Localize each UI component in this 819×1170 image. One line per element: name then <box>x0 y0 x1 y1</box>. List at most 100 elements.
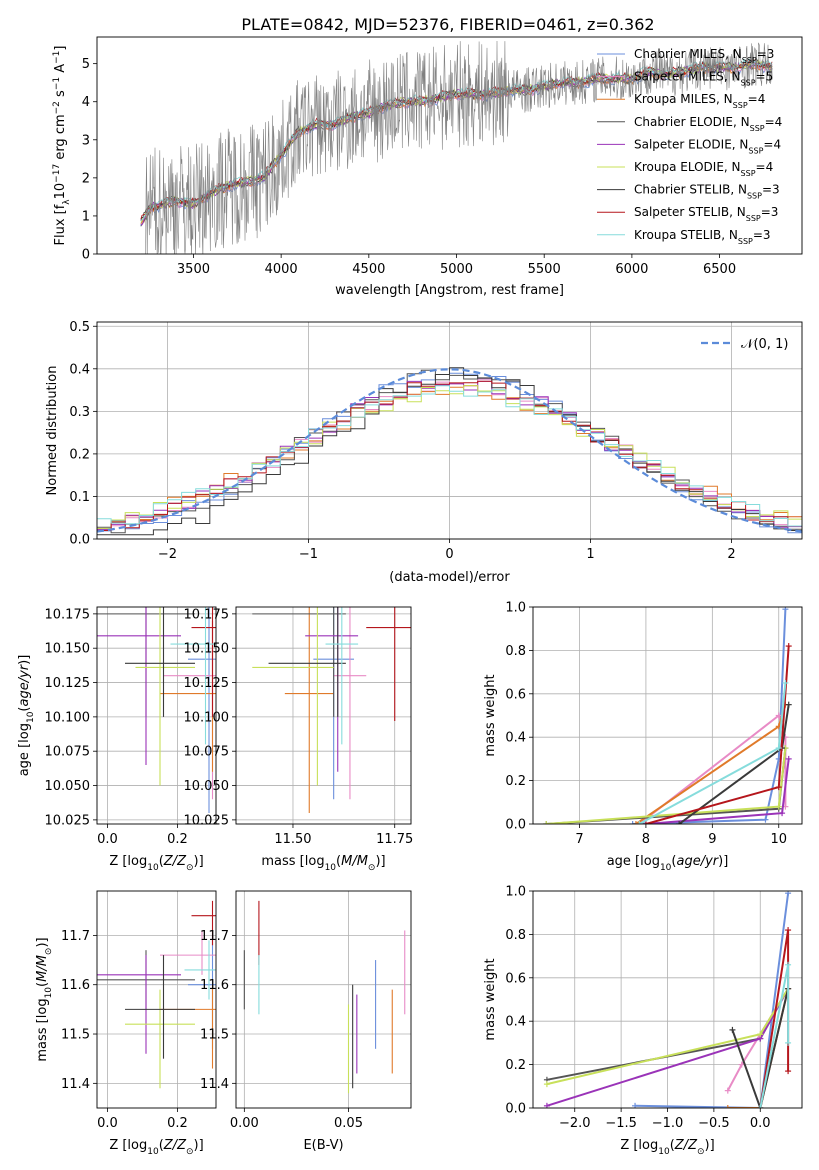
label-segment: 10 <box>147 863 159 873</box>
label-segment: 10 <box>53 183 68 200</box>
x-tick-label: −1.5 <box>605 1116 637 1131</box>
residual-histogram <box>97 367 802 536</box>
label-segment: −1 <box>52 77 62 90</box>
residual-histogram <box>97 380 802 531</box>
label-segment: Z/Z <box>163 854 187 869</box>
label-segment: Z/Z <box>674 1138 698 1153</box>
y-tick-label: 10.025 <box>45 813 91 828</box>
x-tick-label: 4500 <box>352 262 385 277</box>
residuals-y-axis-label: Normed distribution <box>45 366 60 496</box>
age-z-errorbars <box>97 607 216 814</box>
age_vs_Z-frame <box>96 606 217 825</box>
legend-entry-tail: =4 <box>763 137 781 151</box>
x-tick-label: 0.2 <box>167 832 188 847</box>
y-tick-label: 10.150 <box>45 642 91 657</box>
legend-entry-tail: =3 <box>762 183 780 197</box>
x-tick-label: 8 <box>642 832 650 847</box>
legend-entry: Chabrier ELODIE, NSSP=4 <box>634 115 782 133</box>
label-segment: Flux [f <box>53 204 68 245</box>
mass-weight-line <box>634 893 790 1108</box>
label-segment: Z/Z <box>163 1138 187 1153</box>
label-segment: 𝒩 <box>741 337 756 352</box>
legend-entry: Salpeter STELIB, NSSP=3 <box>634 205 778 223</box>
x-tick-label: 0.0 <box>97 1116 118 1131</box>
label-segment: 10 <box>26 711 36 723</box>
legend-entry-sub: SSP <box>748 146 763 155</box>
label-segment: )] <box>17 655 32 665</box>
mass-weight-line <box>546 747 787 824</box>
x-tick-label: 6000 <box>615 262 648 277</box>
x-tick-label: 6500 <box>703 262 736 277</box>
label-segment: Z [log <box>620 1138 658 1153</box>
mass_vs_EBV-frame <box>235 890 412 1109</box>
y-tick-label: 0.0 <box>69 533 90 548</box>
legend-entry-text: Kroupa ELODIE, N <box>634 160 741 174</box>
mass-weight-age <box>543 607 792 824</box>
y-tick-label: 10.125 <box>45 676 91 691</box>
y-tick-label: 11.5 <box>61 1028 90 1043</box>
label-segment: 10 <box>660 863 672 873</box>
label-segment: 10 <box>147 1147 159 1157</box>
legend-entry-sub: SSP <box>750 123 765 132</box>
mass_vs_Z-axes: 0.0 0.2 11.4 11.5 11.6 11.7 <box>61 891 216 1131</box>
y-tick-label: 11.5 <box>200 1028 229 1043</box>
y-tick-label: 0.2 <box>505 1058 526 1073</box>
legend-entry-tail: =4 <box>765 115 783 129</box>
label-segment: Z [log <box>109 1138 147 1153</box>
y-tick-label: 10.100 <box>45 710 91 725</box>
mass_vs_EBV-axes: 0.00 0.05 11.4 11.5 11.6 11.7 <box>200 891 411 1131</box>
label-segment: −17 <box>52 164 62 183</box>
age_vs_mass-axes: 11.50 11.75 10.025 10.050 10.075 10.100 10.125… <box>184 607 413 847</box>
label-segment: λ <box>62 199 72 205</box>
residuals-frame <box>96 321 803 540</box>
residuals-axes: −2 −1 0 1 2 0.0 0.1 0.2 0.3 0.4 0.5 <box>69 320 802 562</box>
label-segment: 10 <box>44 987 54 999</box>
label-segment: )] <box>194 854 204 869</box>
x-tick-label: 10 <box>770 832 787 847</box>
label-segment: ] <box>53 46 68 51</box>
legend-entry-tail: =3 <box>757 47 775 61</box>
legend-entry-tail: =5 <box>756 70 774 84</box>
y-tick-label: 10.075 <box>184 745 230 760</box>
x-tick-label: 3500 <box>177 262 210 277</box>
legend-entry-sub: SSP <box>733 101 748 110</box>
y-tick-label: 1.0 <box>505 601 526 616</box>
x-tick-label: 5500 <box>528 262 561 277</box>
legend-entry-tail: =3 <box>761 205 779 219</box>
label-segment: age [log <box>607 854 660 869</box>
legend-entry-text: Chabrier ELODIE, N <box>634 115 750 129</box>
y-tick-label: 10.025 <box>184 813 230 828</box>
age_vs_Z-axes: 0.0 0.2 10.025 10.050 10.075 10.100 10.125 10.1… <box>45 607 216 847</box>
x-tick-label: 7 <box>575 832 583 847</box>
mass-weight-z-x-axis-label: Z [log10(Z/Z⊙)] <box>620 1138 714 1157</box>
x-tick-label: 0.0 <box>750 1116 771 1131</box>
mass_vs_Z-frame <box>96 890 217 1109</box>
x-tick-label: −0.5 <box>698 1116 730 1131</box>
mass-ebv-errorbars <box>243 900 406 1094</box>
label-segment: ⊙ <box>368 863 376 873</box>
label-segment: ⊙ <box>186 1147 194 1157</box>
observed-spectrum-line <box>140 40 773 254</box>
age-z-y-axis-label: age [log10(age/yr)] <box>17 655 36 777</box>
legend-entry-sub: SSP <box>746 214 761 223</box>
mass-z-x-axis-label: Z [log10(Z/Z⊙)] <box>109 1138 203 1157</box>
legend-entry-sub: SSP <box>741 169 756 178</box>
x-tick-label: 0 <box>445 547 453 562</box>
legend-entry-text: Salpeter MILES, N <box>634 70 741 84</box>
y-tick-label: 11.6 <box>200 978 229 993</box>
y-tick-label: 0.0 <box>505 818 526 833</box>
label-segment: )] <box>705 1138 715 1153</box>
label-segment: M/M <box>35 955 50 982</box>
mass-weight-age-y-axis-label: mass weight <box>483 674 498 756</box>
legend-entry: Kroupa ELODIE, NSSP=4 <box>634 160 773 178</box>
mass-weight-age-x-axis-label: age [log10(age/yr)] <box>607 854 729 873</box>
y-tick-label: 0.5 <box>69 320 90 335</box>
y-tick-label: 0.4 <box>505 731 526 746</box>
x-tick-label: 0.0 <box>97 832 118 847</box>
mass-z-errorbars <box>97 900 216 1089</box>
x-tick-label: 0.00 <box>230 1116 259 1131</box>
legend-entry: Salpeter MILES, NSSP=5 <box>634 70 773 88</box>
y-tick-label: 1 <box>82 209 90 224</box>
